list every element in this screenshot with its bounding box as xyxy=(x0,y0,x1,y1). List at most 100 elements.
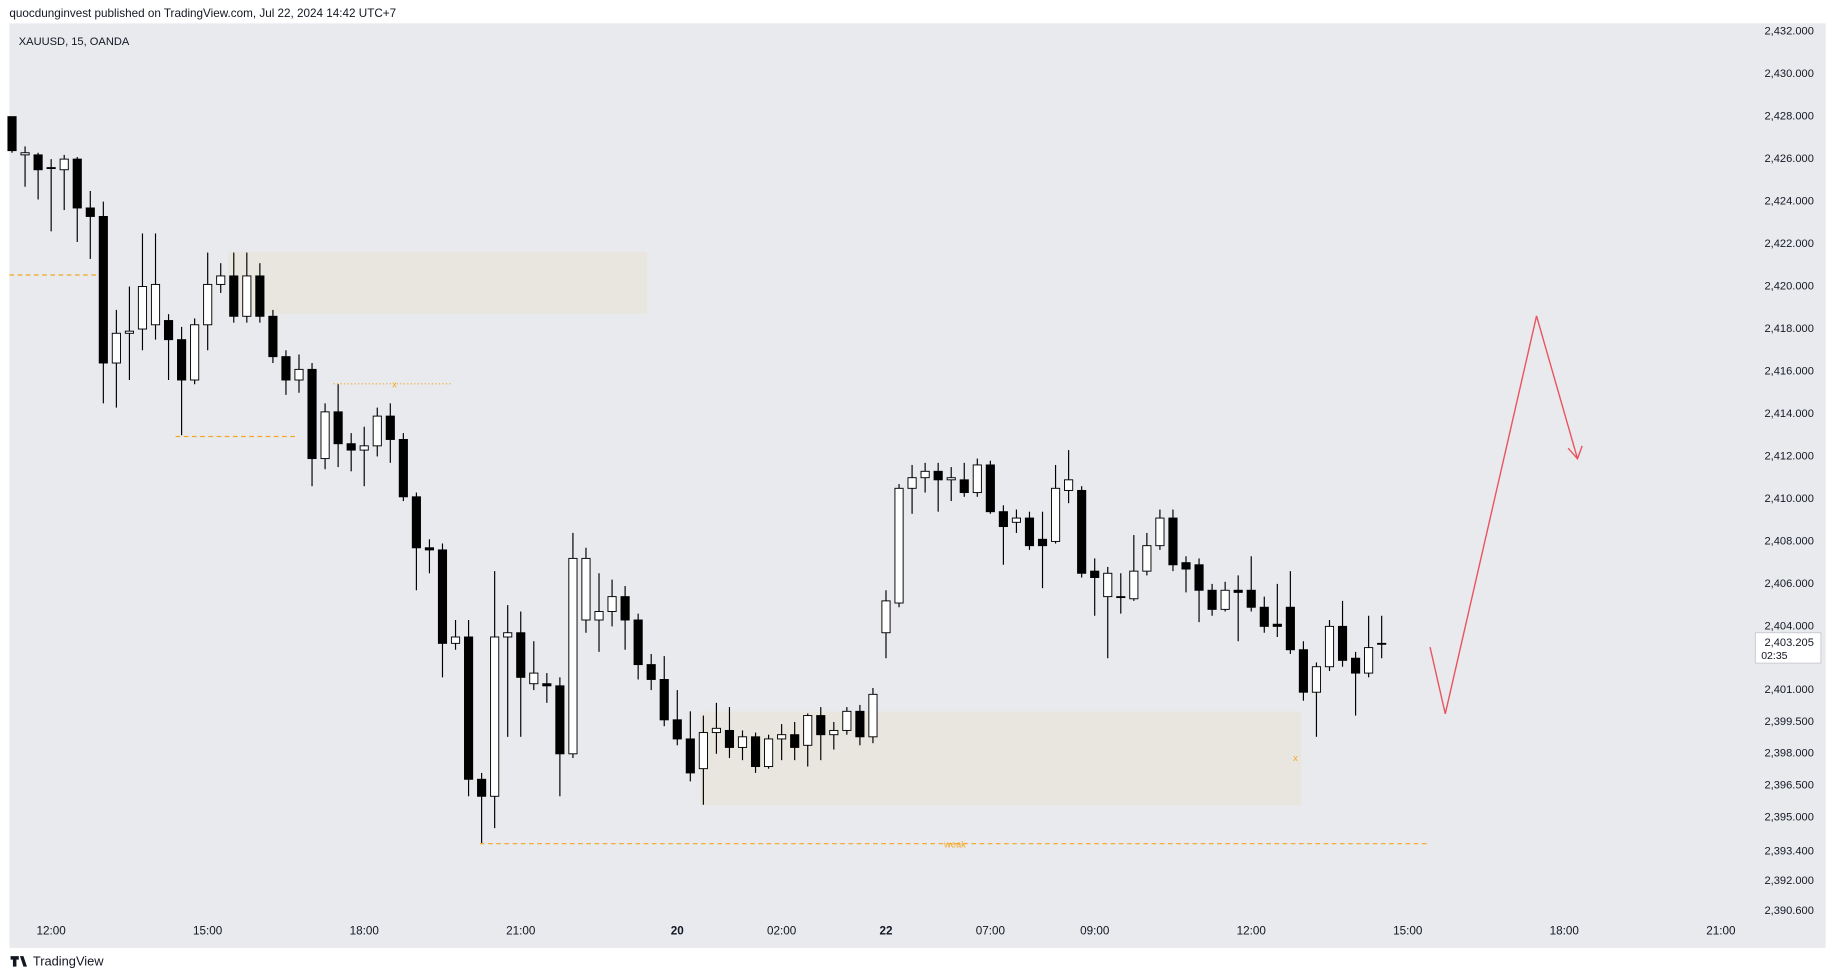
y-tick-label: 2,422.000 xyxy=(1764,238,1813,250)
candle-body xyxy=(529,672,539,685)
candle-body xyxy=(1207,589,1217,610)
candle-body xyxy=(816,715,826,736)
x-tick-label: 15:00 xyxy=(193,925,223,938)
candle-body xyxy=(346,443,356,451)
candle-body xyxy=(894,487,904,604)
x-tick-label: 21:00 xyxy=(1706,925,1736,938)
candle-body xyxy=(1298,649,1308,693)
candle-body xyxy=(46,167,56,170)
candle-body xyxy=(307,368,317,460)
annotation-text: x xyxy=(1293,753,1298,763)
candles xyxy=(7,116,1387,844)
candle-body xyxy=(516,632,526,678)
x-tick-label: 12:00 xyxy=(37,925,67,938)
candle-body xyxy=(150,283,161,326)
candle-body xyxy=(268,315,278,358)
y-tick-label: 2,396.500 xyxy=(1764,780,1813,792)
candle-body xyxy=(1220,589,1230,610)
y-tick-label: 2,390.600 xyxy=(1764,905,1813,917)
candle-body xyxy=(1311,666,1322,693)
candle-body xyxy=(711,727,721,734)
candle-body xyxy=(1103,572,1113,598)
candle-body xyxy=(698,732,708,770)
candle-body xyxy=(1064,479,1074,491)
x-tick-label: 09:00 xyxy=(1080,925,1110,938)
candle-body xyxy=(1090,570,1100,578)
candle-body xyxy=(124,330,134,334)
candle-body xyxy=(333,411,343,445)
bar-countdown: 02:35 xyxy=(1761,650,1787,662)
candle-body xyxy=(685,738,695,774)
candle-body xyxy=(111,332,121,364)
candle-body xyxy=(594,611,604,621)
candle-body xyxy=(1233,589,1243,593)
last-price-label: 2,403.205 xyxy=(1764,637,1813,649)
candle-body xyxy=(1168,517,1178,566)
candle-body xyxy=(242,275,252,317)
footer-brand: TradingView xyxy=(33,953,104,968)
candle-body xyxy=(59,158,69,171)
candle-body xyxy=(881,600,891,634)
candle-body xyxy=(450,636,461,644)
candle-body xyxy=(803,715,813,746)
candle-body xyxy=(1377,642,1387,645)
candle-body xyxy=(163,320,174,341)
x-tick-label: 07:00 xyxy=(976,925,1006,938)
y-tick-label: 2,420.000 xyxy=(1764,280,1813,292)
candle-body xyxy=(855,710,865,738)
candle-body xyxy=(868,693,878,738)
y-tick-label: 2,392.000 xyxy=(1764,875,1813,887)
y-tick-label: 2,404.000 xyxy=(1764,620,1813,632)
candle-body xyxy=(972,464,982,494)
candle-body xyxy=(907,477,917,489)
candle-body xyxy=(1155,517,1165,547)
candle-body xyxy=(255,275,265,317)
candle-body xyxy=(385,415,395,440)
candle-body xyxy=(490,636,500,797)
candle-body xyxy=(724,729,735,748)
candle-body xyxy=(20,152,30,156)
last-price-box xyxy=(1754,632,1822,664)
candle-body xyxy=(920,470,930,479)
publisher-line: quocdunginvest published on TradingView.… xyxy=(9,7,396,20)
x-tick-label: 12:00 xyxy=(1237,925,1267,938)
x-tick-label: 22 xyxy=(879,925,893,938)
y-tick-label: 2,406.000 xyxy=(1764,578,1813,590)
candle-body xyxy=(1037,538,1048,547)
candle-body xyxy=(7,116,17,152)
candle-body xyxy=(1194,564,1204,591)
y-tick-label: 2,414.000 xyxy=(1764,408,1813,420)
candle-body xyxy=(203,283,213,326)
y-tick-label: 2,418.000 xyxy=(1764,323,1813,335)
y-tick-label: 2,432.000 xyxy=(1764,26,1813,38)
candle-body xyxy=(1351,657,1361,674)
candle-body xyxy=(85,207,95,217)
annotation-text: weak xyxy=(943,839,966,849)
candle-body xyxy=(1272,623,1282,627)
zone-box xyxy=(699,711,1302,806)
candle-body xyxy=(1364,647,1374,674)
y-tick-label: 2,393.400 xyxy=(1764,845,1813,857)
candle-body xyxy=(1337,625,1348,661)
candle-body xyxy=(1116,596,1126,599)
candle-body xyxy=(190,324,200,381)
candle-body xyxy=(320,411,330,460)
symbol-title: XAUUSD, 15, OANDA xyxy=(19,36,130,48)
candle-body xyxy=(477,778,487,797)
candle-body xyxy=(672,719,682,740)
x-tick-label: 15:00 xyxy=(1393,925,1423,938)
y-tick-label: 2,412.000 xyxy=(1764,450,1813,462)
candle-body xyxy=(137,286,148,330)
y-tick-label: 2,408.000 xyxy=(1764,535,1813,547)
zone-box xyxy=(228,251,648,314)
candle-body xyxy=(229,275,239,317)
candle-body xyxy=(359,445,369,451)
candle-body xyxy=(750,736,761,768)
drawings xyxy=(9,251,1583,845)
candle-body xyxy=(555,685,565,755)
candle-body xyxy=(398,439,408,498)
candle-body xyxy=(607,596,617,612)
candle-body xyxy=(1051,487,1061,542)
candle-body xyxy=(72,158,82,209)
